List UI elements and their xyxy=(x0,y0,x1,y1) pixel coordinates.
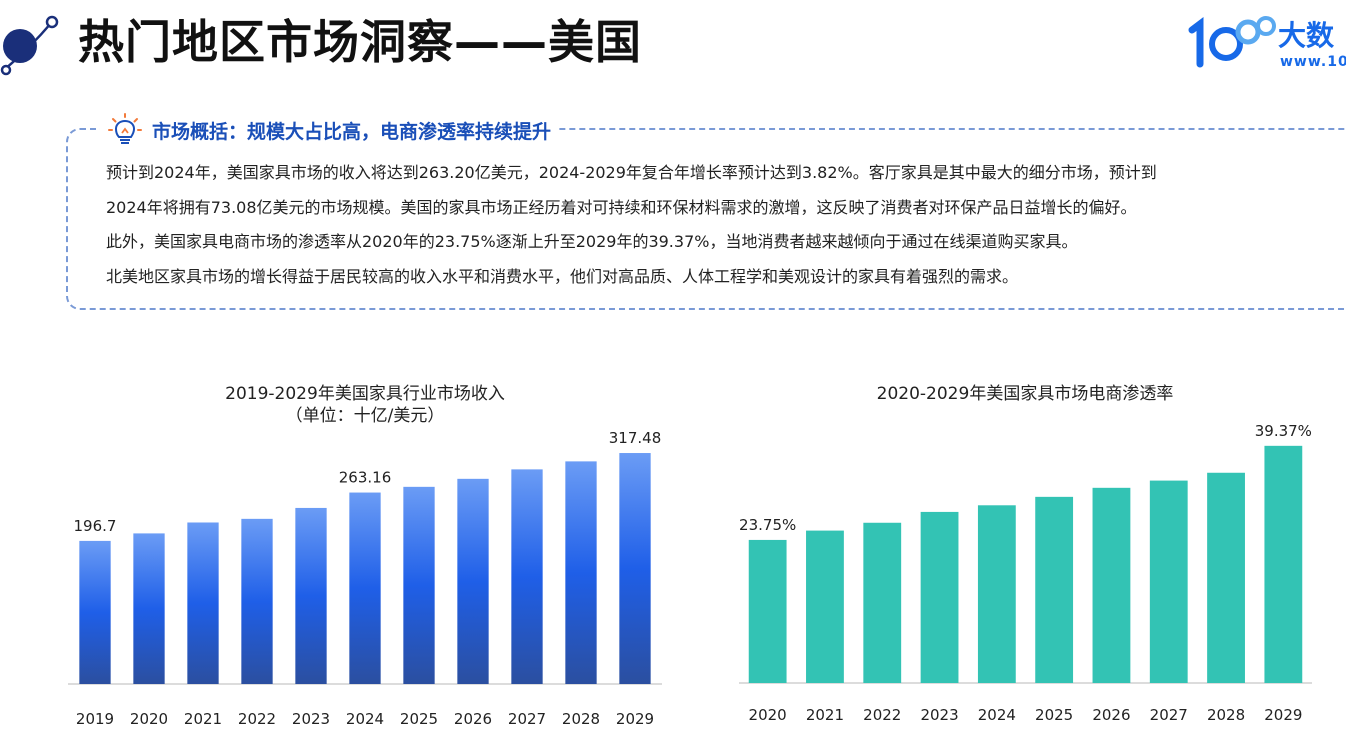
brand-logo: 大数 www.10 xyxy=(1186,10,1346,74)
summary-line: 2024年将拥有73.08亿美元的市场规模。美国的家具市场正经历着对可持续和环保… xyxy=(106,197,1137,217)
revenue-chart-title-block: 2019-2029年美国家具行业市场收入 （单位：十亿/美元） xyxy=(190,383,540,427)
data-label: 317.48 xyxy=(609,429,662,447)
ecommerce-chart-title: 2020-2029年美国家具市场电商渗透率 xyxy=(876,384,1174,404)
x-tick-label: 2021 xyxy=(184,710,222,728)
revenue-chart-subtitle: （单位：十亿/美元） xyxy=(285,406,445,426)
bar-2026 xyxy=(457,478,489,684)
logo-mark-icon xyxy=(1188,16,1276,68)
summary-title: 市场概括：规模大占比高，电商渗透率持续提升 xyxy=(152,120,552,143)
logo-text: 大数 xyxy=(1278,19,1335,52)
bar-2021 xyxy=(187,522,219,684)
page-title: 热门地区市场洞察——美国 xyxy=(78,15,642,69)
bar-2027 xyxy=(511,469,543,684)
x-tick-label: 2019 xyxy=(76,710,114,728)
data-label: 263.16 xyxy=(339,469,392,487)
bar-2028 xyxy=(565,461,597,684)
x-tick-label: 2020 xyxy=(130,710,168,728)
summary-header: 市场概括：规模大占比高，电商渗透率持续提升 xyxy=(100,112,560,148)
bar-2020 xyxy=(133,533,165,684)
x-tick-label: 2022 xyxy=(238,710,276,728)
bar-2022 xyxy=(241,518,273,684)
bar-2019 xyxy=(79,540,111,684)
summary-line: 北美地区家具市场的增长得益于居民较高的收入水平和消费水平，他们对高品质、人体工程… xyxy=(106,266,1019,286)
x-tick-label: 2026 xyxy=(454,710,492,728)
lightbulb-icon xyxy=(108,113,142,144)
x-tick-label: 2024 xyxy=(346,710,384,728)
x-tick-label: 2023 xyxy=(292,710,330,728)
logo-url: www.10 xyxy=(1280,54,1346,70)
x-tick-label: 2027 xyxy=(508,710,546,728)
x-tick-label: 2029 xyxy=(616,710,654,728)
summary-line: 预计到2024年，美国家具市场的收入将达到263.20亿美元，2024-2029… xyxy=(106,163,1157,182)
summary-box xyxy=(66,128,1346,310)
summary-line: 此外，美国家具电商市场的渗透率从2020年的23.75%逐渐上升至2029年的3… xyxy=(106,232,1078,251)
data-label: 196.7 xyxy=(74,517,117,535)
bar-2029 xyxy=(619,453,651,684)
x-tick-label: 2025 xyxy=(400,710,438,728)
bar-2025 xyxy=(403,486,435,684)
summary-text: 预计到2024年，美国家具市场的收入将达到263.20亿美元，2024-2029… xyxy=(106,156,1336,294)
x-tick-label: 2028 xyxy=(562,710,600,728)
bar-2024 xyxy=(349,492,381,684)
bar-2023 xyxy=(295,507,327,684)
planet-icon xyxy=(0,15,59,76)
revenue-chart-title: 2019-2029年美国家具行业市场收入 xyxy=(225,384,505,404)
